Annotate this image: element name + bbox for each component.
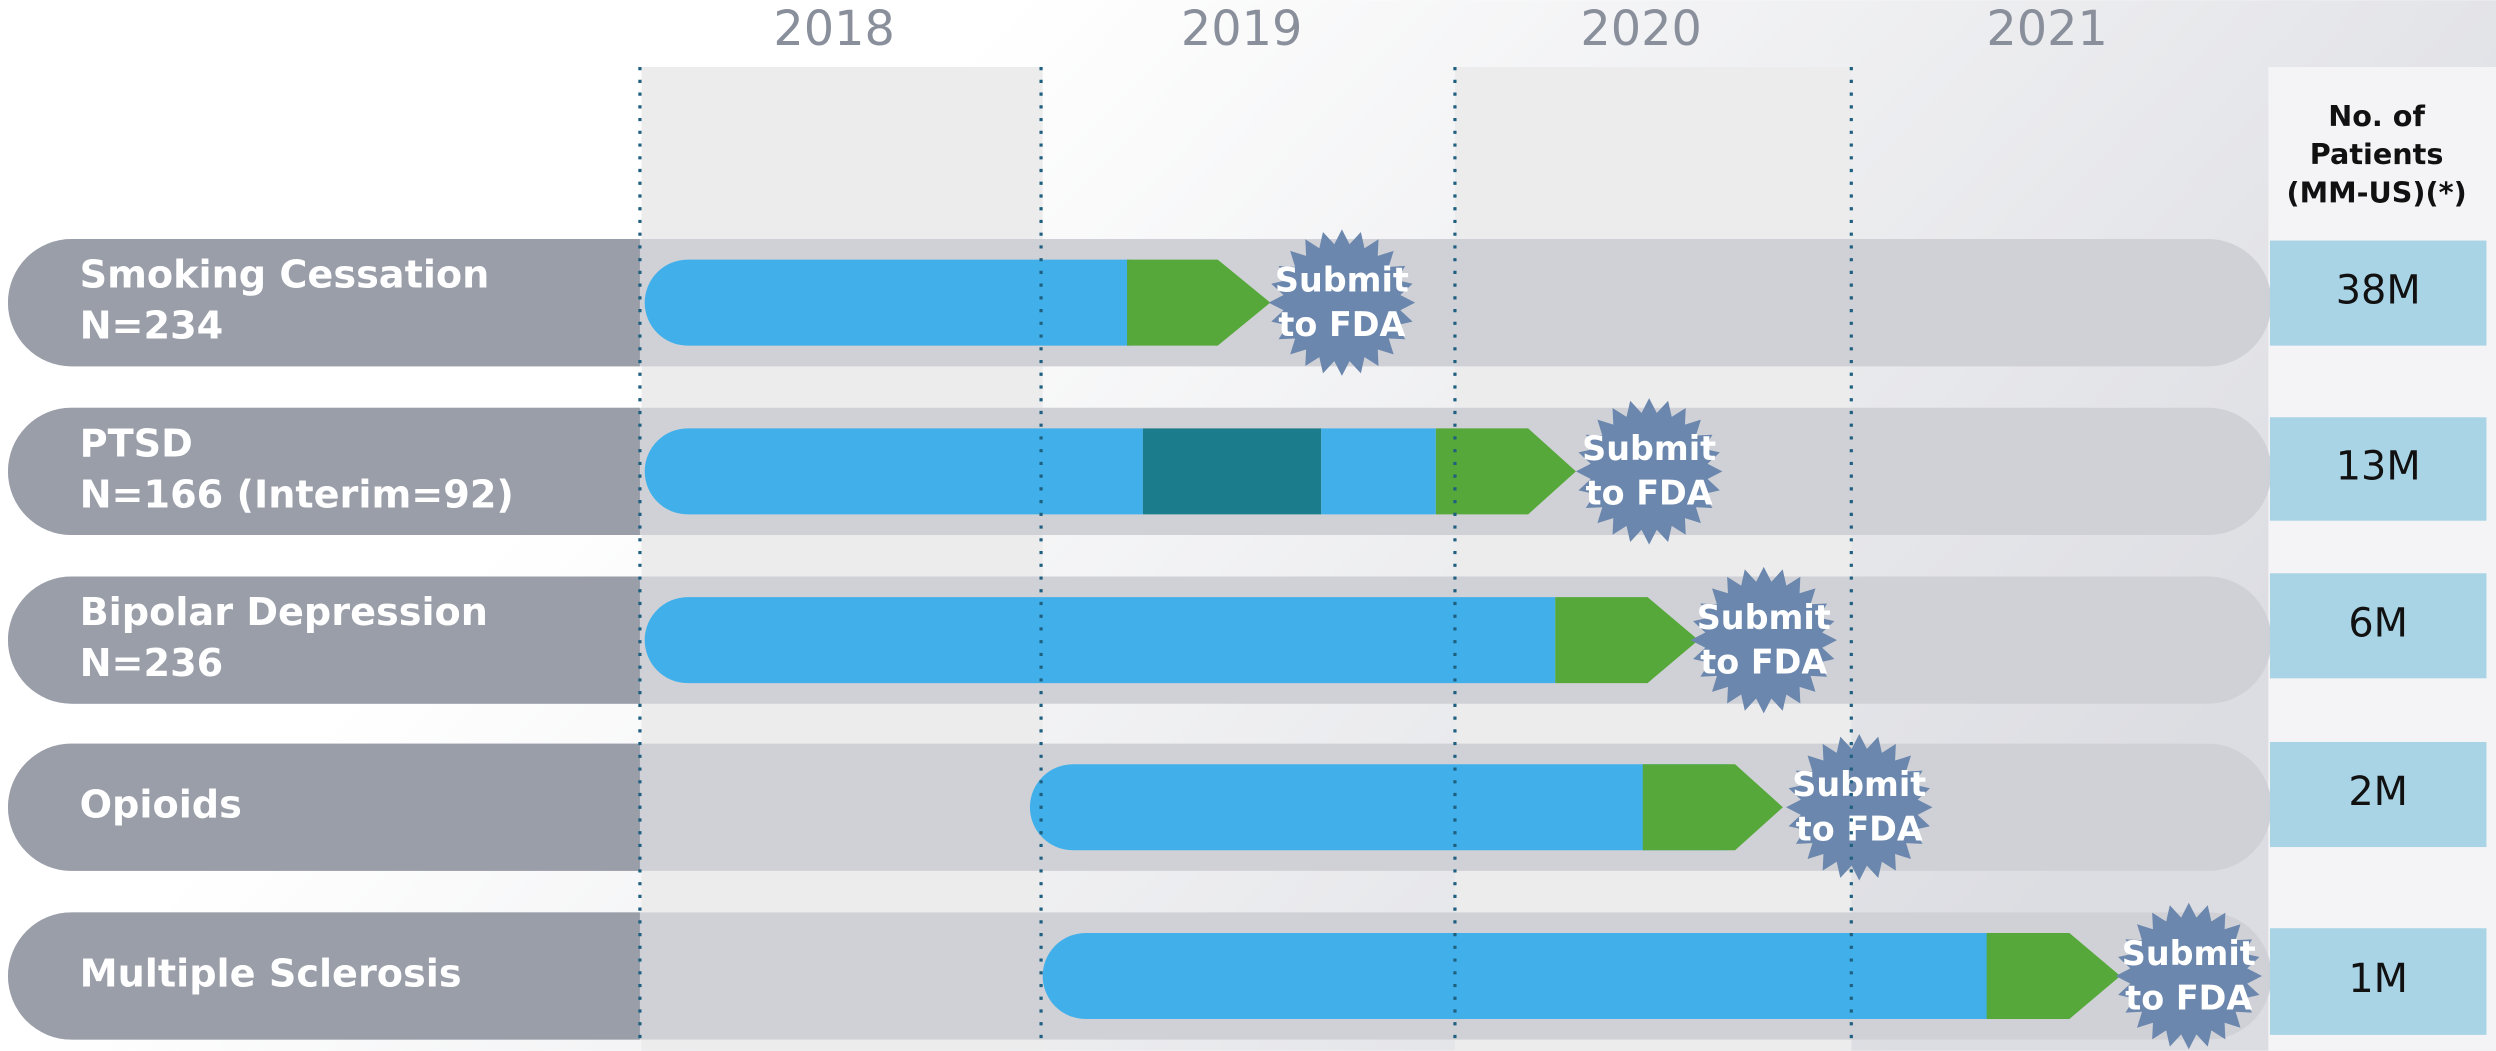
year-label: 2019 (1181, 2, 1303, 57)
patients-box (2269, 741, 2487, 848)
milestone-arrow (1435, 428, 1576, 515)
milestone-text: to FDA (1700, 642, 1827, 681)
patients-header: (MM-US)(*) (2287, 175, 2467, 209)
row-label: N=234 (80, 305, 224, 349)
patients-column (2268, 67, 2496, 1051)
row-label-bg (7, 238, 640, 367)
milestone-text: Submit (1792, 765, 1926, 804)
milestone-text: Submit (2122, 934, 2256, 973)
patients-box (2269, 240, 2487, 346)
milestone-star (2115, 902, 2262, 1050)
milestone-text: Submit (1697, 598, 1831, 637)
milestone-star (1690, 566, 1837, 714)
patients-value: 13M (2336, 443, 2421, 489)
milestone-arrow (1127, 259, 1271, 346)
bar-segment (1042, 933, 2062, 1019)
row-label-bg (7, 743, 640, 871)
bar-segment (644, 259, 1131, 346)
patients-box (2269, 928, 2487, 1035)
year-band (641, 67, 1043, 1051)
row-label: N=236 (80, 642, 224, 686)
milestone-star (1268, 229, 1416, 376)
milestone-text: to FDA (1796, 810, 1923, 849)
row-label: Multiple Sclerosis (80, 952, 462, 996)
milestone-text: to FDA (1278, 305, 1405, 344)
row-label: N=166 (Interim=92) (80, 473, 514, 517)
patients-header: No. of (2328, 99, 2425, 133)
row-label: Bipolar Depression (80, 591, 488, 635)
milestone-arrow (1555, 597, 1699, 684)
row-label-bg (7, 912, 640, 1040)
milestone-text: Submit (1275, 260, 1409, 299)
patients-box (2269, 417, 2487, 521)
patients-value: 6M (2348, 600, 2408, 646)
row-label-bg (7, 407, 640, 536)
milestone-text: Submit (1582, 429, 1716, 468)
row-label: PTSD (80, 422, 193, 466)
bar-segment (1321, 428, 1436, 515)
milestone-star (1575, 398, 1723, 545)
patients-header: Patients (2310, 137, 2444, 171)
patients-value: 2M (2348, 769, 2408, 815)
year-label: 2021 (1986, 2, 2108, 57)
milestone-text: to FDA (1586, 474, 1713, 513)
year-band (1454, 67, 1852, 1051)
year-label: 2018 (773, 2, 895, 57)
year-label: 2020 (1580, 2, 1702, 57)
milestone-star (1786, 734, 1933, 881)
patients-value: 38M (2336, 268, 2421, 314)
row-label-bg (7, 576, 640, 704)
bar-segment (644, 428, 1143, 515)
bar-segment (1029, 764, 1728, 851)
bar-segment (644, 597, 1556, 684)
milestone-arrow (1986, 933, 2121, 1019)
milestone-text: to FDA (2125, 978, 2252, 1017)
patients-box (2269, 573, 2487, 679)
patients-value: 1M (2348, 956, 2408, 1002)
row-label: Opioids (80, 784, 242, 828)
bar-segment (1142, 428, 1322, 515)
row-label: Smoking Cessation (80, 254, 490, 298)
milestone-arrow (1642, 764, 1783, 851)
